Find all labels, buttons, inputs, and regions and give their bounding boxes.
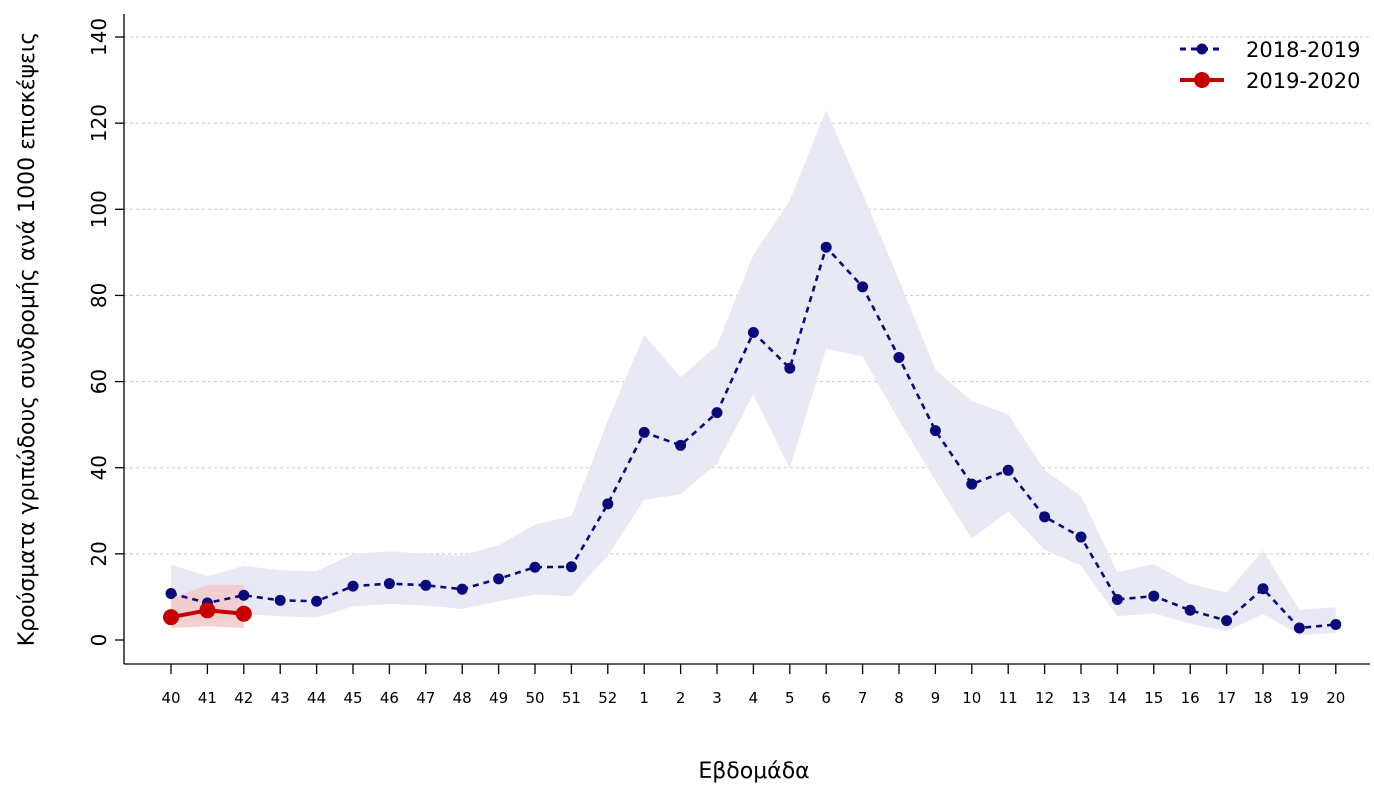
x-tick-label-42: 42 (234, 689, 253, 707)
gridlines (124, 36, 1370, 555)
x-tick-label-16: 16 (1181, 689, 1200, 707)
data-point-2018-2019-2 (675, 439, 687, 451)
data-point-2018-2019-50 (529, 561, 541, 573)
x-tick-label-49: 49 (489, 689, 508, 707)
y-tick-label-120: 120 (87, 104, 111, 142)
data-point-2018-2019-12 (1039, 511, 1051, 523)
x-tick-label-2: 2 (676, 689, 686, 707)
x-tick-label-13: 13 (1071, 689, 1090, 707)
y-tick-label-140: 140 (87, 18, 111, 56)
data-point-2018-2019-40 (165, 587, 177, 599)
x-tick-label-46: 46 (380, 689, 399, 707)
y-tick-label-20: 20 (87, 541, 111, 566)
x-tick-label-41: 41 (198, 689, 217, 707)
x-tick-label-7: 7 (858, 689, 868, 707)
legend: 2018-2019 2019-2020 (1180, 38, 1360, 93)
x-tick-label-12: 12 (1035, 689, 1054, 707)
y-tick-label-100: 100 (87, 190, 111, 228)
x-tick-label-14: 14 (1108, 689, 1127, 707)
data-point-2018-2019-11 (1002, 464, 1014, 476)
x-ticks: 40 41 42 43 44 45 46 47 48 49 50 51 52 1 2 3 4 5 6 7 8 9 10 11 1… (161, 664, 1345, 707)
data-point-2018-2019-49 (493, 573, 505, 585)
data-point-2018-2019-7 (857, 281, 869, 293)
data-point-2018-2019-43 (274, 594, 286, 606)
x-tick-label-15: 15 (1144, 689, 1163, 707)
y-tick-label-40: 40 (87, 455, 111, 480)
x-tick-label-50: 50 (525, 689, 544, 707)
band-2018-2019 (171, 110, 1336, 635)
x-tick-label-45: 45 (343, 689, 362, 707)
data-point-2018-2019-6 (820, 241, 832, 253)
x-tick-label-18: 18 (1253, 689, 1272, 707)
x-tick-label-4: 4 (749, 689, 759, 707)
data-point-2018-2019-8 (893, 351, 905, 363)
x-tick-label-20: 20 (1326, 689, 1345, 707)
x-tick-label-51: 51 (562, 689, 581, 707)
legend-label-2018-2019: 2018-2019 (1246, 38, 1360, 62)
x-tick-label-8: 8 (894, 689, 904, 707)
y-tick-label-60: 60 (87, 369, 111, 394)
series (163, 241, 1342, 634)
data-point-2019-2020-42 (235, 605, 252, 622)
y-tick-label-0: 0 (87, 634, 111, 647)
data-point-2019-2020-41 (199, 602, 216, 619)
x-tick-label-1: 1 (639, 689, 649, 707)
data-point-2018-2019-9 (929, 425, 941, 437)
x-tick-label-47: 47 (416, 689, 435, 707)
data-point-2018-2019-5 (784, 362, 796, 374)
x-tick-label-5: 5 (785, 689, 795, 707)
data-point-2018-2019-45 (347, 580, 359, 592)
y-ticks: 0 20 40 60 80 100 120 140 (87, 18, 124, 646)
data-point-2018-2019-20 (1330, 618, 1342, 630)
data-point-2018-2019-46 (383, 578, 395, 590)
data-point-2018-2019-47 (420, 579, 432, 591)
data-point-2018-2019-42 (238, 589, 250, 601)
data-point-2018-2019-1 (638, 426, 650, 438)
x-tick-label-48: 48 (453, 689, 472, 707)
confidence-bands (171, 110, 1336, 635)
data-point-2018-2019-14 (1111, 594, 1123, 606)
data-point-2018-2019-4 (747, 326, 759, 338)
y-tick-label-80: 80 (87, 283, 111, 308)
data-point-2018-2019-48 (456, 583, 468, 595)
x-tick-label-11: 11 (999, 689, 1018, 707)
data-point-2018-2019-52 (602, 498, 614, 510)
x-tick-label-44: 44 (307, 689, 326, 707)
data-point-2018-2019-51 (565, 561, 577, 573)
data-point-2018-2019-15 (1148, 590, 1160, 602)
axes (123, 14, 1370, 665)
y-axis-label: Κρούσματα γριπώδους συνδρομής ανά 1000 ε… (15, 32, 40, 647)
x-axis-label: Εβδομάδα (698, 759, 809, 783)
legend-marker-2018-2019 (1196, 43, 1208, 55)
x-tick-label-6: 6 (821, 689, 831, 707)
x-tick-label-10: 10 (962, 689, 981, 707)
data-point-2018-2019-10 (966, 478, 978, 490)
data-point-2018-2019-16 (1184, 604, 1196, 616)
x-tick-label-9: 9 (931, 689, 941, 707)
legend-label-2019-2020: 2019-2020 (1246, 69, 1360, 93)
data-point-2019-2020-40 (163, 609, 179, 626)
x-tick-label-3: 3 (712, 689, 722, 707)
data-point-2018-2019-3 (711, 407, 723, 419)
x-tick-label-17: 17 (1217, 689, 1236, 707)
x-tick-label-43: 43 (271, 689, 290, 707)
data-point-2018-2019-18 (1257, 583, 1269, 595)
x-tick-label-52: 52 (598, 689, 617, 707)
data-point-2018-2019-44 (311, 595, 323, 607)
x-tick-label-40: 40 (161, 689, 180, 707)
data-point-2018-2019-13 (1075, 531, 1087, 543)
data-point-2018-2019-19 (1293, 622, 1305, 634)
data-point-2018-2019-17 (1221, 615, 1233, 627)
legend-marker-2019-2020 (1194, 72, 1210, 88)
x-tick-label-19: 19 (1290, 689, 1309, 707)
